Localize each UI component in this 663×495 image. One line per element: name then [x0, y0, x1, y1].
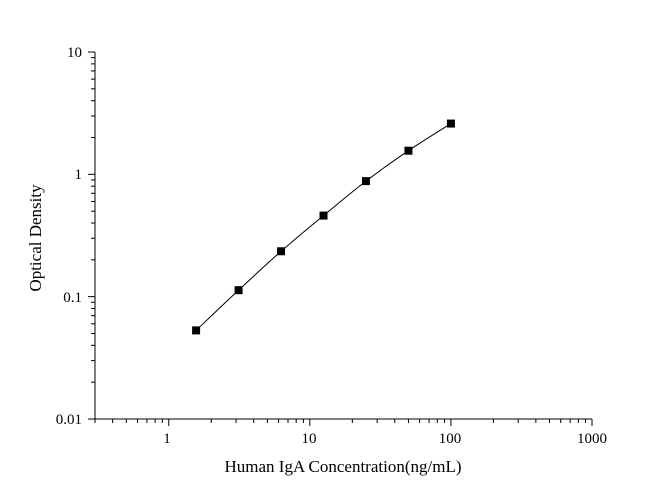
- data-point: [277, 247, 286, 256]
- data-point: [192, 326, 201, 335]
- data-point: [319, 211, 328, 220]
- x-tick-label: 1: [163, 431, 171, 447]
- x-tick-label: 100: [439, 431, 462, 447]
- x-axis-ticks: [94, 419, 593, 426]
- y-axis-ticks: [88, 51, 95, 420]
- x-tick-labels: 1 10 100 1000: [163, 431, 607, 447]
- fitted-curve: [195, 123, 452, 331]
- y-axis-label: Optical Density: [26, 184, 45, 292]
- y-tick-label: 1: [75, 167, 83, 183]
- x-tick-label: 1000: [577, 431, 607, 447]
- data-point: [446, 119, 455, 128]
- y-tick-label: 0.1: [63, 290, 82, 306]
- plot-frame: [94, 52, 592, 420]
- data-point: [361, 177, 370, 186]
- y-tick-label: 10: [67, 45, 82, 61]
- data-points: [192, 119, 455, 335]
- x-tick-label: 10: [302, 431, 317, 447]
- y-tick-labels: 10 1 0.1 0.01: [56, 45, 82, 428]
- data-point: [234, 286, 243, 295]
- y-tick-label: 0.01: [56, 412, 82, 428]
- data-point: [404, 146, 413, 155]
- x-axis-label: Human IgA Concentration(ng/mL): [224, 457, 461, 476]
